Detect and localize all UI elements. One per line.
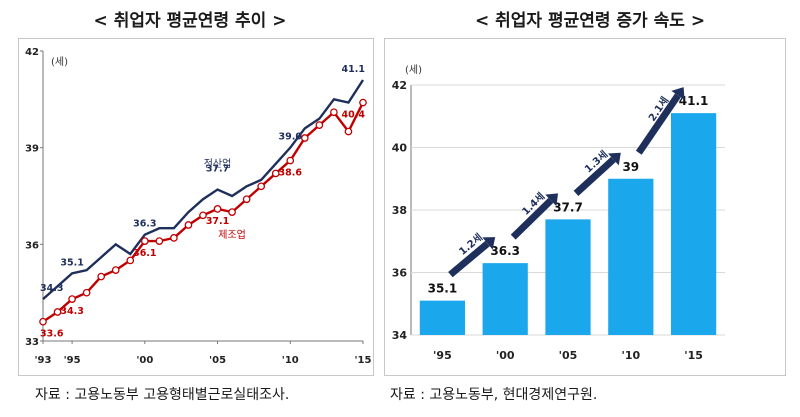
series-point	[359, 98, 367, 107]
x-tick-label: '00	[136, 355, 153, 366]
series-point	[39, 317, 47, 326]
x-tick-label: '15	[684, 349, 703, 362]
x-tick-label: '95	[433, 349, 452, 362]
bar-value-label: 35.1	[428, 282, 458, 296]
series-point	[126, 256, 135, 265]
value-label: 36.1	[133, 248, 156, 259]
y-tick-label: 42	[392, 79, 407, 92]
bar-value-label: 41.1	[679, 94, 709, 108]
series-point	[300, 134, 309, 142]
series-point	[97, 272, 106, 281]
bar-value-label: 37.7	[553, 200, 583, 214]
x-tick-label: '05	[209, 355, 226, 366]
value-label: 39.0	[279, 132, 303, 143]
increment-arrow	[448, 240, 490, 278]
series-line-0	[42, 79, 365, 301]
right-source-note: 자료 : 고용노동부, 현대경제연구원.	[390, 387, 598, 403]
series-point	[155, 237, 164, 245]
series-name-label: 전산업	[204, 157, 232, 170]
increment-arrowhead	[482, 237, 496, 250]
increment-arrowhead	[608, 152, 621, 166]
y-tick-label: 36	[25, 240, 39, 251]
value-label: 33.6	[40, 329, 64, 340]
series-point	[271, 169, 280, 178]
left-source-note: 자료 : 고용노동부 고용형태별근로실태조사.	[35, 387, 290, 403]
y-tick-label: 33	[25, 337, 39, 348]
series-point	[213, 205, 222, 213]
series-point	[82, 288, 91, 297]
x-tick-label: '10	[621, 349, 640, 362]
right-chart-title: < 취업자 평균연령 증가 속도 >	[474, 11, 706, 31]
y-tick-label: 39	[25, 144, 39, 155]
increment-arrow	[573, 156, 616, 196]
bar-value-label: 36.3	[490, 244, 520, 258]
series-point	[111, 266, 120, 274]
value-label: 34.3	[60, 306, 83, 317]
increment-arrow	[635, 93, 681, 155]
series-point	[330, 108, 338, 117]
value-label: 37.1	[206, 216, 229, 227]
y-tick-label: 42	[25, 47, 39, 58]
y-tick-label: 38	[392, 204, 407, 217]
left-chart-title: < 취업자 평균연령 추이 >	[93, 11, 287, 31]
series-point	[170, 234, 178, 242]
series-name-label: 제조업	[218, 228, 246, 241]
y-tick-label: 40	[392, 142, 408, 155]
y-unit-label: (세)	[405, 64, 422, 76]
x-tick-label: '05	[559, 349, 578, 362]
x-tick-label: '95	[64, 355, 81, 366]
series-point	[315, 121, 324, 129]
series-point	[228, 208, 236, 216]
bar	[545, 219, 591, 335]
series-point	[257, 182, 266, 191]
value-label: 34.3	[40, 283, 63, 294]
series-point	[184, 221, 193, 229]
series-point	[344, 127, 353, 136]
bar	[419, 300, 466, 335]
bar	[608, 178, 654, 335]
y-tick-label: 34	[392, 329, 408, 342]
increment-arrowhead	[671, 87, 685, 100]
x-tick-label: '10	[282, 355, 299, 366]
series-point	[68, 295, 76, 303]
bar	[482, 263, 528, 335]
y-tick-label: 36	[392, 267, 408, 280]
bar-chart-frame: 34 36 38 40 42 (세) 35.1 '95 36.3 '00 37.7 '05 39 '10 4…	[384, 38, 786, 376]
y-unit-label: (세)	[51, 56, 68, 68]
series-point	[242, 195, 251, 204]
x-tick-label: '00	[496, 349, 515, 362]
series-point	[286, 156, 295, 165]
increment-arrow	[510, 197, 554, 240]
value-label: 40.4	[342, 110, 366, 121]
x-tick-label: '93	[35, 355, 52, 366]
series-point	[53, 308, 62, 316]
value-label: 37.7	[206, 164, 229, 175]
value-label: 41.1	[342, 64, 365, 75]
bar-value-label: 39	[622, 160, 639, 174]
series-point	[140, 237, 149, 245]
value-label: 35.1	[60, 257, 83, 268]
series-point	[199, 211, 207, 220]
increment-arrowhead	[545, 193, 558, 207]
value-label: 38.6	[279, 168, 303, 179]
x-tick-label: '15	[355, 355, 372, 366]
bar	[670, 113, 717, 335]
bar-chart: 34 36 38 40 42 (세) 35.1 '95 36.3 '00 37.7 '05 39 '10 4…	[392, 64, 725, 362]
value-label: 36.3	[133, 219, 156, 230]
